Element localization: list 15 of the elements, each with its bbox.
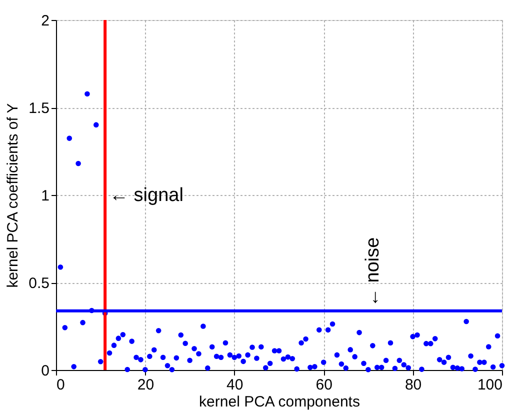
y-tick-label: 1 [41,188,50,204]
x-tick-label: 0 [56,376,65,394]
x-tick-label: 80 [404,376,422,394]
x-tick-label: 60 [316,376,332,394]
x-tick-label: 40 [226,376,244,394]
y-tick-label: 0.5 [28,275,50,292]
x-axis-title: kernel PCA components [199,394,360,410]
y-tick-label: 0 [41,362,50,380]
y-tick-label: 2 [41,12,50,30]
y-axis-title: kernel PCA coefficients of Y [4,103,22,288]
annotation: ← signal [110,185,184,206]
y-tick-label: 1.5 [28,100,50,117]
x-tick-label: 100 [477,376,502,394]
x-tick-label: 20 [137,376,154,394]
annotation: ← noise [362,237,384,307]
